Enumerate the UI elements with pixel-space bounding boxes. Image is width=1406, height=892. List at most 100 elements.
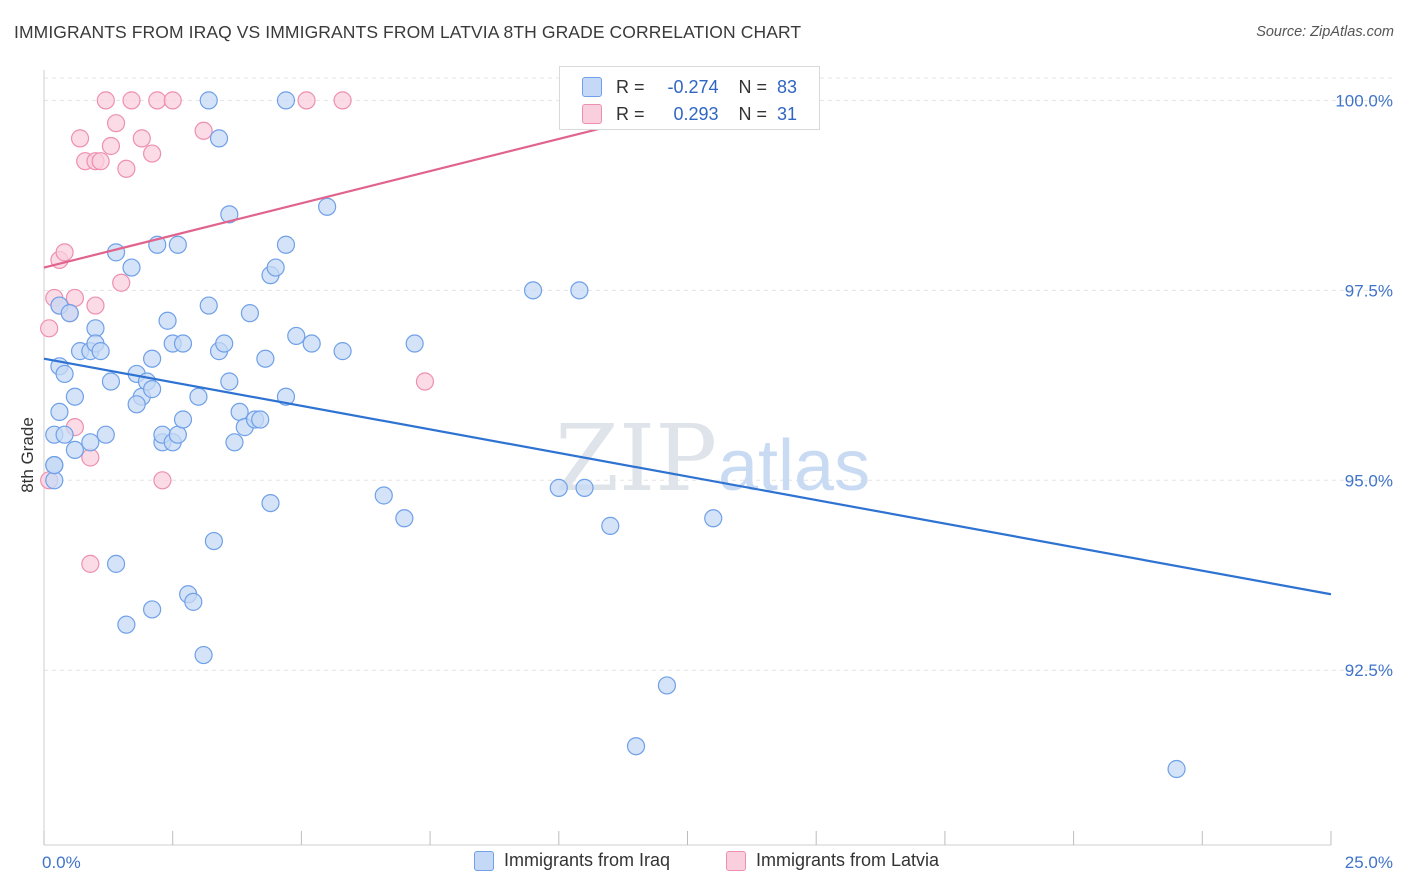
grid-lines xyxy=(44,77,1392,671)
latvia-point xyxy=(70,129,90,148)
legend-n-label: N = xyxy=(738,76,768,97)
latvia-point xyxy=(297,91,316,110)
latvia-point xyxy=(86,296,105,315)
iraq-point xyxy=(240,304,260,323)
axes xyxy=(43,70,1332,846)
watermark-zip: ZIP xyxy=(555,405,717,512)
iraq-point xyxy=(143,380,162,399)
latvia-point xyxy=(81,448,100,467)
iraq-point xyxy=(55,364,74,384)
iraq-point xyxy=(209,129,229,148)
iraq-point xyxy=(204,531,223,551)
legend-n-value: 31 xyxy=(777,103,798,124)
x-tick-label: 25.0% xyxy=(1345,853,1393,872)
latvia-point xyxy=(132,129,151,148)
latvia-point xyxy=(143,144,162,163)
latvia-point xyxy=(81,554,100,573)
latvia-point xyxy=(153,471,172,490)
latvia-point xyxy=(112,273,131,292)
iraq-point xyxy=(96,425,115,444)
latvia-point xyxy=(122,91,141,110)
iraq-point xyxy=(261,493,280,513)
iraq-point xyxy=(143,600,162,619)
iraq-point xyxy=(106,554,126,573)
iraq-point xyxy=(91,342,110,361)
latvia-point xyxy=(96,91,115,110)
iraq-point xyxy=(405,334,424,353)
iraq-point xyxy=(168,425,187,444)
iraq-point xyxy=(184,592,203,611)
legend-swatch-iraq xyxy=(582,77,602,97)
iraq-point xyxy=(168,235,187,254)
y-tick-label: 92.5% xyxy=(1345,661,1393,680)
legend-r-label: R = xyxy=(616,103,645,124)
y-tick-label: 97.5% xyxy=(1345,281,1393,300)
iraq-point xyxy=(122,258,141,277)
iraq-point xyxy=(199,91,218,110)
latvia-point xyxy=(91,152,110,171)
legend-row-latvia: R = 0.293 N = 31 xyxy=(582,102,797,126)
legend-r-value: -0.274 xyxy=(667,76,719,97)
iraq-point xyxy=(106,243,126,262)
legend-swatch-latvia xyxy=(726,850,746,871)
iraq-point xyxy=(45,455,64,475)
iraq-point xyxy=(81,433,100,452)
iraq-point xyxy=(199,296,218,315)
iraq-point xyxy=(549,478,568,497)
iraq-point xyxy=(215,334,234,353)
correlation-legend: R = -0.274 N = 83 R = 0.293 N = 31 xyxy=(559,66,820,130)
watermark-atlas: atlas xyxy=(718,426,870,506)
iraq-point xyxy=(225,433,244,452)
iraq-point xyxy=(173,334,193,353)
legend-item-latvia: Immigrants from Latvia xyxy=(726,850,939,871)
iraq-trend-line xyxy=(43,357,1332,596)
legend-n-label: N = xyxy=(738,103,768,124)
iraq-point xyxy=(158,311,177,330)
latvia-point xyxy=(65,288,84,308)
latvia-point xyxy=(117,159,136,178)
tick-labels: 100.0% 97.5% 95.0% 92.5% 0.0% 25.0% xyxy=(42,91,1393,872)
iraq-point xyxy=(287,326,306,346)
iraq-point xyxy=(86,319,105,338)
iraq-point xyxy=(194,645,213,665)
legend-r-value: 0.293 xyxy=(673,103,719,124)
legend-r-label: R = xyxy=(616,76,645,97)
iraq-point xyxy=(143,349,162,368)
iraq-point xyxy=(45,471,64,490)
legend-row-iraq: R = -0.274 N = 83 xyxy=(582,75,797,99)
source-credit: Source: ZipAtlas.com xyxy=(1256,24,1394,40)
iraq-point xyxy=(266,258,285,277)
iraq-point xyxy=(65,440,84,460)
latvia-point xyxy=(194,121,213,140)
latvia-point xyxy=(148,91,167,110)
latvia-point xyxy=(415,372,435,391)
latvia-point xyxy=(106,114,126,133)
iraq-point xyxy=(220,372,239,391)
iraq-point xyxy=(276,235,296,254)
iraq-point xyxy=(601,516,620,535)
iraq-point xyxy=(1167,759,1186,779)
latvia-point xyxy=(163,91,182,110)
iraq-point xyxy=(276,91,296,110)
iraq-point xyxy=(276,387,296,406)
iraq-point xyxy=(570,281,589,300)
legend-label-iraq: Immigrants from Iraq xyxy=(504,850,671,870)
legend-swatch-latvia xyxy=(582,104,602,124)
watermark: ZIP atlas xyxy=(555,405,870,512)
iraq-point xyxy=(704,509,723,528)
x-tick-label: 0.0% xyxy=(42,853,81,872)
y-tick-label: 95.0% xyxy=(1345,471,1393,490)
iraq-point xyxy=(251,410,270,429)
iraq-point xyxy=(65,387,84,406)
latvia-point xyxy=(101,136,121,156)
iraq-point xyxy=(50,402,69,422)
series-legend: Immigrants from Iraq Immigrants from Lat… xyxy=(0,850,1406,880)
iraq-point xyxy=(657,676,677,695)
latvia-point xyxy=(333,91,352,110)
iraq-point xyxy=(60,304,79,323)
latvia-point xyxy=(40,319,59,338)
legend-swatch-iraq xyxy=(474,850,494,871)
iraq-point xyxy=(55,425,74,444)
iraq-point xyxy=(117,615,136,634)
